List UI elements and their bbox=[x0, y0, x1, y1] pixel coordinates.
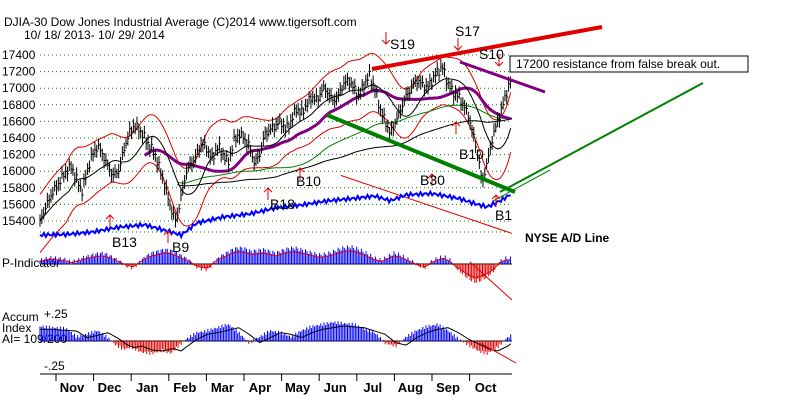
month-tick-marks bbox=[55, 374, 471, 381]
accum-index-bars bbox=[39, 321, 512, 355]
month-label: Jun bbox=[324, 380, 347, 395]
month-label: May bbox=[285, 380, 311, 395]
y-tick-label: 15800 bbox=[2, 181, 36, 195]
annotation-text: 17200 resistance from false break out. bbox=[516, 57, 720, 71]
y-tick-label: 16200 bbox=[2, 148, 36, 162]
nyse-ad-line-label: NYSE A/D Line bbox=[525, 231, 610, 245]
signal-b10-may: B10 bbox=[296, 173, 321, 189]
chart-title: DJIA-30 Dow Jones Industrial Average (C)… bbox=[4, 15, 357, 29]
y-tick-label: 17000 bbox=[2, 81, 36, 95]
y-tick-label: 16600 bbox=[2, 114, 36, 128]
y-tick-label: 16000 bbox=[2, 164, 36, 178]
p-indicator-average bbox=[39, 250, 511, 279]
accum-trend-line bbox=[479, 342, 517, 364]
price-y-tick-labels: 17400 17200 17000 16800 16600 16400 16200 16000… bbox=[2, 48, 36, 228]
accum-tick-minus: -.25 bbox=[44, 359, 65, 373]
annotation-box bbox=[509, 55, 749, 73]
signal-b13: B13 bbox=[112, 234, 137, 250]
price-gridlines bbox=[40, 54, 512, 233]
accum-index-average bbox=[40, 325, 512, 352]
signal-b9: B9 bbox=[172, 239, 189, 255]
month-label: Jan bbox=[136, 380, 158, 395]
month-label: Sep bbox=[436, 380, 460, 395]
p-indicator-trend-line bbox=[469, 261, 513, 301]
signal-s10: S10 bbox=[479, 46, 504, 62]
signal-b1: B1 bbox=[495, 207, 512, 223]
accum-index-label-line2: Index bbox=[2, 321, 31, 335]
signal-b10-oct: B10 bbox=[459, 146, 484, 162]
month-label: Aug bbox=[398, 380, 423, 395]
month-label: Oct bbox=[475, 380, 497, 395]
month-label: Dec bbox=[98, 380, 122, 395]
red-resistance-trend-line bbox=[371, 25, 603, 71]
signal-arrows bbox=[105, 32, 504, 243]
month-label: Feb bbox=[173, 380, 196, 395]
y-tick-label: 15400 bbox=[2, 214, 36, 228]
y-tick-label: 17400 bbox=[2, 48, 36, 62]
purple-downtrend-line bbox=[459, 60, 546, 94]
date-range: 10/ 18/ 2013- 10/ 29/ 2014 bbox=[24, 28, 165, 42]
lower-band-line bbox=[39, 104, 512, 253]
green-thin-line bbox=[492, 169, 551, 202]
nyse-ad-line bbox=[39, 189, 511, 240]
y-tick-label: 16800 bbox=[2, 98, 36, 112]
accum-tick-plus: +.25 bbox=[44, 307, 68, 321]
month-label: Jul bbox=[363, 380, 382, 395]
signal-s19: S19 bbox=[390, 36, 415, 52]
signal-b18: B18 bbox=[270, 196, 295, 212]
green-support-trend-line bbox=[326, 113, 516, 194]
upper-band-line bbox=[39, 52, 512, 195]
month-label: Nov bbox=[60, 380, 85, 395]
y-tick-label: 16400 bbox=[2, 131, 36, 145]
signal-b30: B30 bbox=[420, 172, 445, 188]
y-tick-label: 17200 bbox=[2, 65, 36, 79]
signal-s17: S17 bbox=[455, 23, 480, 39]
month-label: Apr bbox=[249, 380, 271, 395]
price-bars bbox=[39, 59, 512, 228]
red-short-trend-line bbox=[340, 174, 513, 234]
p-indicator-label: P-Indicator bbox=[2, 256, 60, 270]
month-labels: Nov Dec Jan Feb Mar Apr May Jun Jul Aug Sep Oct bbox=[60, 380, 497, 395]
green-projection-line bbox=[499, 82, 704, 193]
accum-index-label-line1: Accum bbox=[2, 310, 39, 324]
month-label: Mar bbox=[211, 380, 234, 395]
y-tick-label: 15600 bbox=[2, 197, 36, 211]
signal-labels: S19 S17 S10 B13 B9 B18 B10 B30 B10 B1 bbox=[112, 23, 512, 255]
65-day-moving-average bbox=[177, 104, 513, 184]
